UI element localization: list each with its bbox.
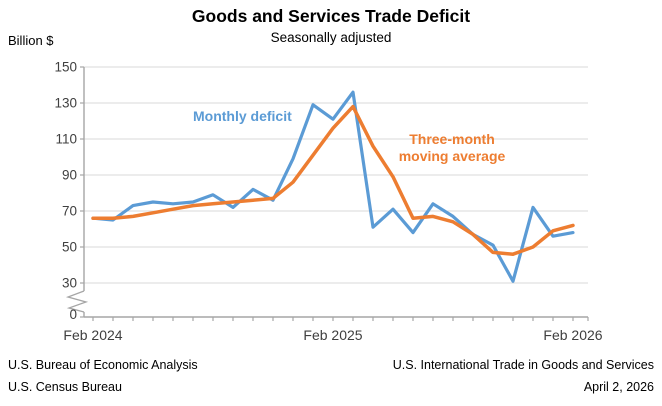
x-tick-label-feb-2026: Feb 2026 xyxy=(543,327,602,343)
release-date-line: April 2, 2026 xyxy=(583,380,654,394)
series-line-monthly-deficit xyxy=(91,90,575,283)
y-tick-label-50: 50 xyxy=(62,240,77,255)
y-tick-label-90: 90 xyxy=(62,168,77,183)
y-axis-unit-label: Billion $ xyxy=(8,33,54,48)
chart-title: Goods and Services Trade Deficit xyxy=(191,6,471,26)
source-line-census: U.S. Census Bureau xyxy=(8,380,122,394)
axis-break-icon xyxy=(65,290,89,313)
x-tick-label-feb-2025: Feb 2025 xyxy=(303,327,362,343)
y-tick-label-0: 0 xyxy=(69,307,77,322)
series-label-monthly-deficit: Monthly deficit xyxy=(193,108,292,124)
source-line-bea: U.S. Bureau of Economic Analysis xyxy=(8,358,198,372)
series-label-moving-average: Three-month moving average xyxy=(398,131,506,164)
series-line-moving-average xyxy=(91,104,575,256)
y-tick-label-110: 110 xyxy=(55,132,77,147)
y-tick-label-70: 70 xyxy=(62,204,77,219)
report-name-line: U.S. International Trade in Goods and Se… xyxy=(392,358,654,372)
y-tick-label-30: 30 xyxy=(62,276,77,291)
x-tick-label-feb-2024: Feb 2024 xyxy=(63,327,122,343)
chart-subtitle: Seasonally adjusted xyxy=(270,30,392,45)
y-tick-label-130: 130 xyxy=(54,96,77,111)
y-tick-label-150: 150 xyxy=(54,60,77,75)
